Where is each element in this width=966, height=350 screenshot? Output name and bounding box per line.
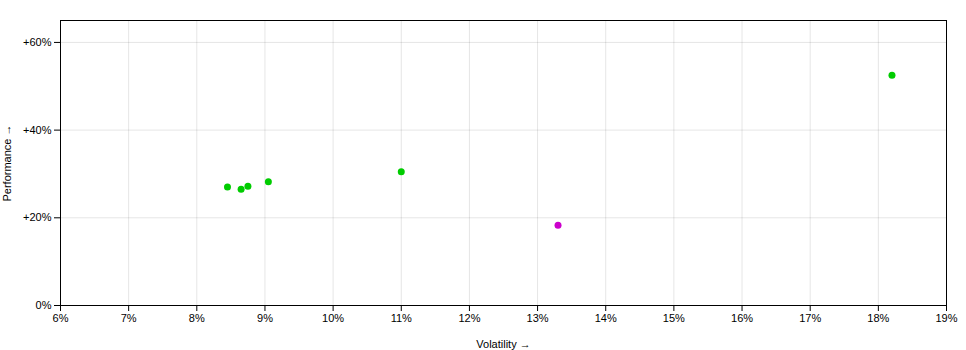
svg-text:19%: 19%	[935, 312, 957, 324]
svg-text:15%: 15%	[663, 312, 685, 324]
svg-text:9%: 9%	[257, 312, 273, 324]
svg-text:10%: 10%	[322, 312, 344, 324]
svg-text:Volatility →: Volatility →	[476, 338, 530, 350]
svg-text:17%: 17%	[799, 312, 821, 324]
svg-text:11%: 11%	[391, 312, 412, 324]
svg-text:+60%: +60%	[23, 36, 52, 48]
svg-text:+40%: +40%	[23, 124, 52, 136]
svg-text:7%: 7%	[121, 312, 137, 324]
svg-text:Performance →: Performance →	[1, 124, 13, 201]
svg-text:13%: 13%	[527, 312, 549, 324]
svg-text:6%: 6%	[53, 312, 69, 324]
svg-text:18%: 18%	[867, 312, 889, 324]
svg-text:14%: 14%	[595, 312, 617, 324]
svg-text:0%: 0%	[36, 299, 52, 311]
svg-text:16%: 16%	[731, 312, 753, 324]
svg-text:12%: 12%	[458, 312, 480, 324]
svg-text:8%: 8%	[189, 312, 205, 324]
svg-text:+20%: +20%	[23, 211, 52, 223]
